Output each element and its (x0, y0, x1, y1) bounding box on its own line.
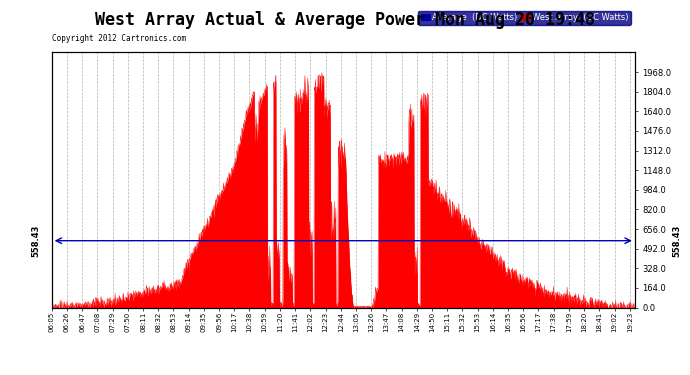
Text: 558.43: 558.43 (31, 225, 40, 257)
Legend: Average  (DC Watts), West Array  (DC Watts): Average (DC Watts), West Array (DC Watts… (418, 11, 631, 25)
Text: Copyright 2012 Cartronics.com: Copyright 2012 Cartronics.com (52, 34, 186, 43)
Text: 558.43: 558.43 (673, 225, 682, 257)
Text: West Array Actual & Average Power Mon Aug 20 19:48: West Array Actual & Average Power Mon Au… (95, 11, 595, 29)
